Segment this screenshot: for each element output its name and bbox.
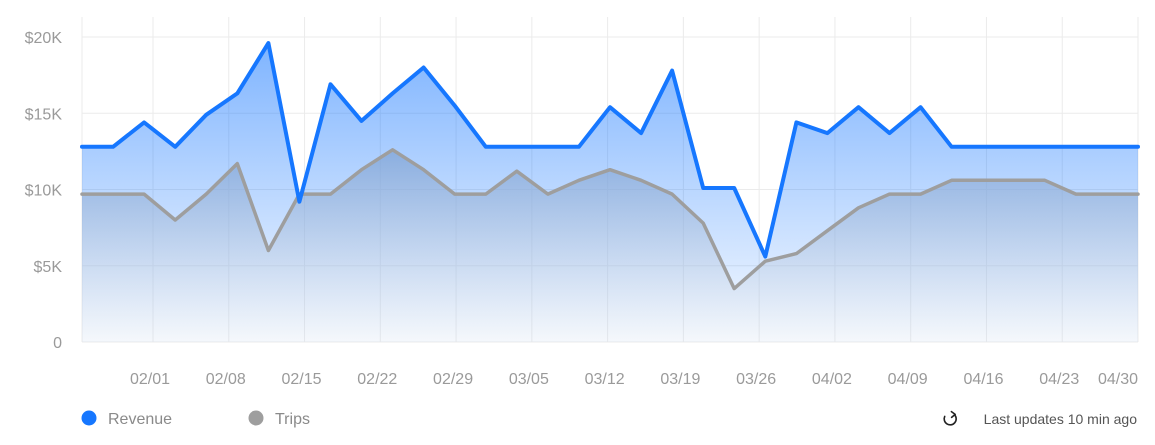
last-updated: Last updates 10 min ago <box>943 410 1138 427</box>
legend-swatch-revenue <box>81 410 97 426</box>
line-revenue <box>80 41 1140 259</box>
last-updated-text: Last updates 10 min ago <box>984 411 1138 427</box>
x-tick-label: 03/26 <box>736 371 776 388</box>
refresh-arc <box>943 414 957 426</box>
x-axis-ticks: 02/01 02/08 02/15 02/22 02/29 03/05 03/12 03/19… <box>130 371 1138 388</box>
legend: Revenue Trips <box>81 410 310 428</box>
refresh-arrowhead <box>950 410 956 419</box>
x-tick-label: 04/02 <box>812 371 852 388</box>
legend-swatch-trips <box>248 410 264 426</box>
legend-label-trips: Trips <box>275 411 310 428</box>
x-tick-label: 03/19 <box>660 371 700 388</box>
x-tick-label: 02/22 <box>357 371 397 388</box>
line-trips <box>80 148 1140 291</box>
y-tick-label: $15K <box>25 106 63 123</box>
y-tick-label: 0 <box>53 335 62 352</box>
x-tick-label: 04/23 <box>1039 371 1079 388</box>
x-tick-label: 02/15 <box>282 371 322 388</box>
y-tick-label: $10K <box>25 183 63 200</box>
series-areas <box>82 43 1138 342</box>
x-tick-label: 02/01 <box>130 371 170 388</box>
series-lines <box>80 41 1140 291</box>
x-tick-label: 03/12 <box>585 371 625 388</box>
y-axis-ticks: 0 $5K $10K $15K $20K <box>25 30 63 352</box>
refresh-icon <box>943 410 957 426</box>
x-tick-label: 03/05 <box>509 371 549 388</box>
x-tick-label: 02/08 <box>206 371 246 388</box>
area-revenue <box>82 43 1138 342</box>
y-tick-label: $20K <box>25 30 63 47</box>
x-tick-label: 04/30 <box>1098 371 1138 388</box>
x-tick-label: 02/29 <box>433 371 473 388</box>
y-tick-label: $5K <box>34 259 63 276</box>
x-tick-label: 04/16 <box>963 371 1003 388</box>
x-tick-label: 04/09 <box>888 371 928 388</box>
legend-label-revenue: Revenue <box>108 411 172 428</box>
